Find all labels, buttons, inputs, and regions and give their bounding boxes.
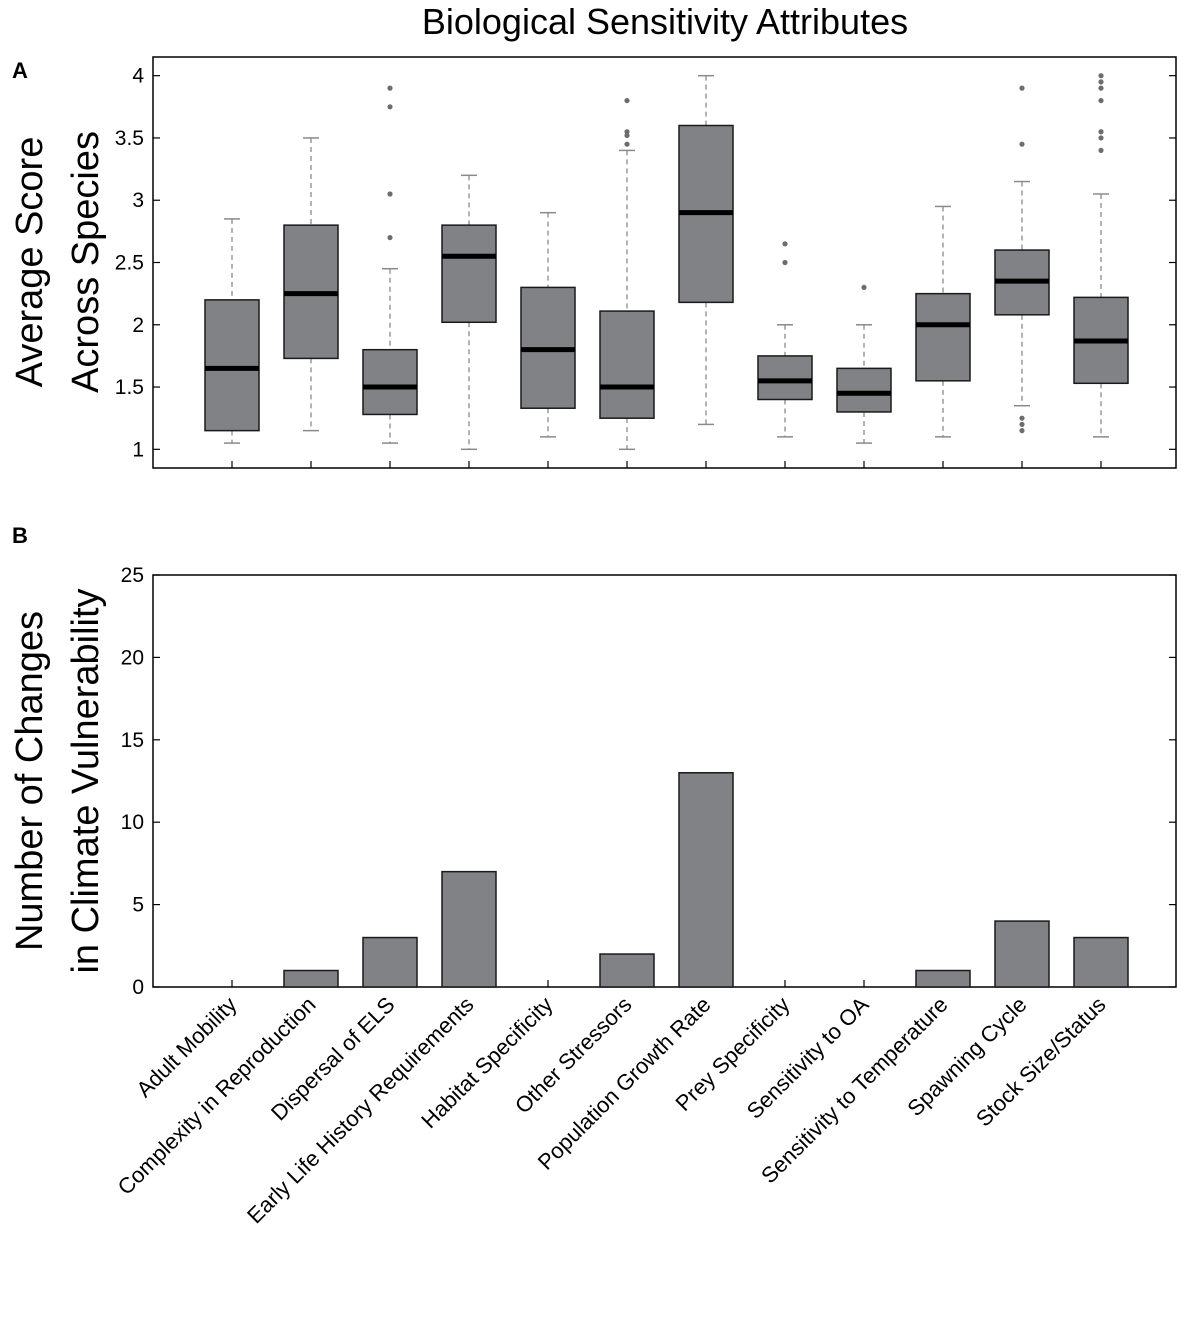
box-1 — [204, 218, 260, 444]
panel-a-ytick-label: 1 — [132, 438, 144, 461]
panel-b-axes-frame — [152, 574, 1177, 988]
box-outlier — [1019, 415, 1025, 421]
panel-a-label: A — [12, 58, 28, 83]
box-outlier — [624, 132, 630, 139]
panel-a-ytick-label: 3 — [132, 189, 144, 212]
box-outlier — [1098, 97, 1104, 104]
box-7 — [678, 74, 734, 426]
box-iqr — [915, 292, 971, 382]
box-2 — [283, 137, 339, 432]
panel-b-ytick-label: 0 — [132, 976, 144, 999]
panel-b-label: B — [12, 523, 28, 548]
box-outlier — [387, 104, 393, 110]
box-outlier — [624, 97, 630, 104]
box-outlier — [1098, 147, 1104, 154]
panel-b-ytick-label: 5 — [132, 894, 144, 917]
panel-b-bars — [283, 772, 1129, 988]
box-outlier — [1098, 135, 1104, 141]
bar-2 — [283, 969, 339, 988]
panel-b-ylabel-line2: in Climate Vulnerability — [65, 588, 107, 973]
panel-a-ytick-label: 2 — [132, 314, 144, 337]
panel-a-ytick-label: 2.5 — [115, 252, 144, 275]
box-outlier — [1019, 141, 1025, 147]
panel-a-ytick-label: 1.5 — [115, 376, 144, 399]
box-iqr — [204, 299, 260, 432]
box-8 — [757, 241, 813, 438]
panel-a-boxes — [204, 73, 1129, 451]
box-12 — [1073, 73, 1129, 438]
box-iqr — [836, 367, 892, 413]
panel-a-boxplot: 1 1.5 2 2.5 3 3.5 4 Average Score Across Speci… — [9, 56, 1177, 469]
box-3 — [362, 85, 418, 444]
box-iqr — [757, 355, 813, 401]
panel-a-ylabel-line2: Across Species — [65, 131, 107, 393]
box-outlier — [1098, 79, 1104, 85]
bar-7 — [678, 772, 734, 988]
box-outlier — [1019, 85, 1025, 91]
box-outlier — [1098, 85, 1104, 91]
box-outlier — [861, 284, 867, 291]
bar-11 — [994, 920, 1050, 988]
panel-b-ytick-label: 20 — [121, 646, 144, 669]
box-6 — [599, 97, 655, 451]
figure-title: Biological Sensitivity Attributes — [422, 1, 908, 42]
bar-10 — [915, 969, 971, 988]
box-outlier — [782, 241, 788, 247]
box-iqr — [362, 348, 418, 416]
panel-b-ylabel-line1: Number of Changes — [9, 611, 51, 951]
box-outlier — [387, 85, 393, 91]
bar-4 — [441, 870, 497, 988]
panel-b-ytick-label: 15 — [121, 729, 144, 752]
box-outlier — [782, 259, 788, 266]
panel-a-ytick-label: 4 — [132, 65, 144, 88]
box-9 — [836, 284, 892, 444]
box-outlier — [624, 129, 630, 135]
bar-12 — [1073, 936, 1129, 988]
bar-3 — [362, 936, 418, 988]
panel-b-ytick-label: 10 — [121, 811, 144, 834]
box-4 — [441, 174, 497, 451]
box-outlier — [1019, 421, 1025, 428]
bar-6 — [599, 953, 655, 988]
box-outlier — [387, 234, 393, 241]
box-outlier — [624, 141, 630, 147]
category-label-5: Habitat Specificity — [416, 992, 557, 1133]
panel-a-ytick-label: 3.5 — [115, 127, 144, 150]
panel-b-y-ticks: 0 5 10 15 20 25 — [121, 564, 1176, 999]
panel-b-ytick-label: 25 — [121, 564, 144, 587]
panel-a-y-ticks: 1 1.5 2 2.5 3 3.5 4 — [115, 65, 1176, 468]
box-iqr — [599, 310, 655, 419]
box-iqr — [441, 224, 497, 324]
panel-a-ylabel-line1: Average Score — [9, 137, 51, 388]
box-outlier — [1098, 129, 1104, 135]
box-outlier — [387, 191, 393, 197]
box-11 — [994, 85, 1050, 434]
box-5 — [520, 211, 576, 438]
box-outlier — [1019, 428, 1025, 434]
box-10 — [915, 205, 971, 438]
box-outlier — [1098, 73, 1104, 79]
